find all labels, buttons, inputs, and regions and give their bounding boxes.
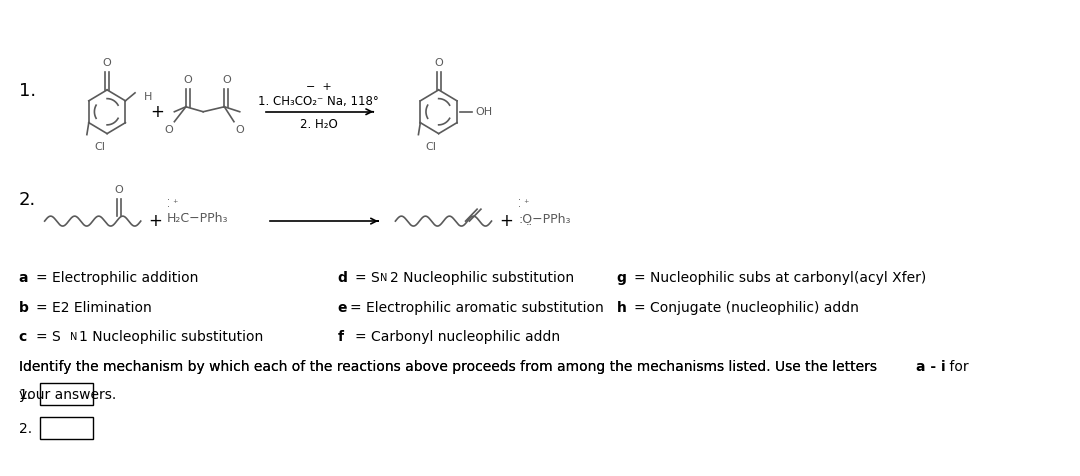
Text: ⁚ ⁺: ⁚ ⁺ [518,199,530,209]
Text: c: c [18,330,27,345]
Text: N: N [380,273,388,283]
Text: = Carbonyl nucleophilic addn: = Carbonyl nucleophilic addn [355,330,561,345]
Text: = Electrophilic aromatic substitution: = Electrophilic aromatic substitution [350,301,604,315]
Text: for: for [945,360,969,374]
Text: 2.: 2. [18,191,36,209]
Text: = Electrophilic addition: = Electrophilic addition [36,271,199,285]
Text: e: e [338,301,348,315]
Text: 2. H₂O: 2. H₂O [299,118,337,131]
Text: Identify the mechanism by which each of the reactions above proceeds from among : Identify the mechanism by which each of … [18,360,881,374]
Text: 1 Nucleophilic substitution: 1 Nucleophilic substitution [79,330,264,345]
Text: b: b [18,301,28,315]
Text: O: O [184,75,192,85]
Text: 1.: 1. [18,388,32,402]
Text: −  +: − + [306,82,332,92]
Text: +: + [499,212,513,230]
Text: O: O [164,125,173,135]
Text: CI: CI [426,141,436,151]
Text: O: O [434,58,443,68]
Text: H₂C̈−PPh₃: H₂C̈−PPh₃ [166,212,228,225]
Text: H: H [144,92,152,102]
Text: = S: = S [355,271,380,285]
Text: O: O [221,75,231,85]
Text: = Nucleophilic subs at carbonyl(acyl Xfer): = Nucleophilic subs at carbonyl(acyl Xfe… [634,271,926,285]
Text: = S: = S [36,330,60,345]
Text: = Conjugate (nucleophilic) addn: = Conjugate (nucleophilic) addn [634,301,859,315]
Text: :O̤−PPh₃: :O̤−PPh₃ [518,212,571,225]
Text: d: d [338,271,348,285]
Text: O: O [235,125,244,135]
Text: f: f [338,330,343,345]
Text: CI: CI [94,141,105,151]
Text: N: N [69,332,77,342]
Text: 1. CH₃CO₂⁻ Na, 118°: 1. CH₃CO₂⁻ Na, 118° [258,95,379,109]
Text: +: + [148,212,162,230]
Text: 1.: 1. [18,82,36,100]
Text: O: O [103,58,111,68]
Text: a - i: a - i [916,360,946,374]
Text: 2 Nucleophilic substitution: 2 Nucleophilic substitution [390,271,573,285]
Text: g: g [617,271,626,285]
Text: ⁚ ⁺: ⁚ ⁺ [166,199,178,209]
Text: h: h [617,301,626,315]
Text: OH: OH [475,107,492,117]
Text: = E2 Elimination: = E2 Elimination [36,301,151,315]
Text: O: O [114,185,123,195]
Text: Identify the mechanism by which each of the reactions above proceeds from among : Identify the mechanism by which each of … [18,360,881,374]
FancyBboxPatch shape [40,417,93,439]
Text: +: + [150,103,164,121]
Text: a: a [18,271,28,285]
FancyBboxPatch shape [40,383,93,405]
Text: your answers.: your answers. [18,388,116,402]
Text: 2.: 2. [18,422,31,436]
